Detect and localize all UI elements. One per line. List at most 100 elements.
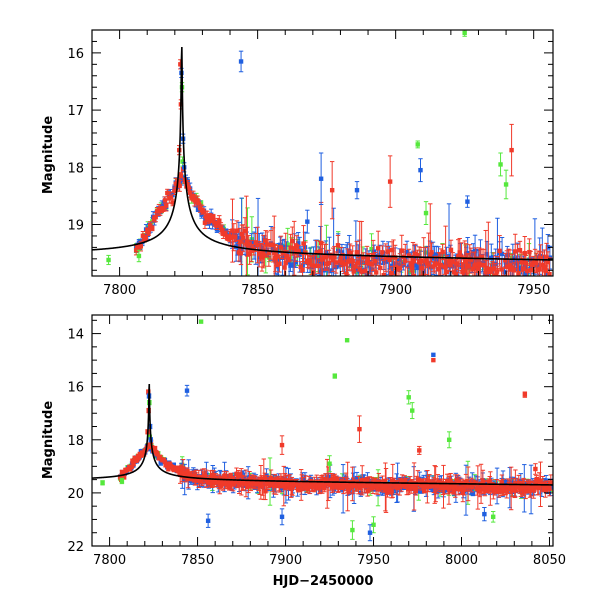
- top-panel-points: [106, 30, 553, 276]
- data-point-red: [411, 462, 417, 511]
- data-point-red: [155, 452, 160, 457]
- data-point-red: [483, 229, 488, 276]
- data-point-red: [547, 257, 552, 276]
- x-tick-label: 7950: [357, 553, 390, 568]
- data-point-red: [494, 256, 500, 276]
- data-point-green: [100, 480, 105, 486]
- bottom-panel-model-curve: [92, 383, 553, 486]
- data-point-red: [513, 233, 518, 270]
- data-point-red: [148, 442, 153, 447]
- data-point-red: [425, 469, 430, 504]
- y-tick-label: 20: [67, 487, 84, 502]
- top-panel: 7800 7850 7900 7950 16 17 18 19 Magnitude: [41, 29, 554, 298]
- bottom-panel: 7800 7850 7900 7950 8000 8050 14 16 18 20 22 Magn…: [41, 314, 566, 589]
- top-panel-ticks: [91, 29, 553, 276]
- y-tick-label: 22: [67, 540, 84, 555]
- data-point-outlier-red: [522, 391, 528, 398]
- x-tick-label: 8050: [533, 553, 566, 568]
- data-point-outlier-blue: [367, 524, 373, 542]
- data-point-red: [405, 266, 410, 276]
- data-point-red: [388, 265, 394, 276]
- data-point-red: [399, 234, 404, 267]
- data-point-outlier-red: [431, 357, 436, 363]
- data-point-outlier-red: [329, 161, 335, 220]
- data-point-blue: [239, 197, 244, 276]
- data-point-outlier-blue: [418, 158, 423, 183]
- data-point-green: [119, 477, 125, 485]
- data-point-red: [390, 463, 395, 498]
- data-point-red: [150, 225, 155, 232]
- data-point-outlier-green: [332, 373, 338, 379]
- data-point-outlier-green: [503, 169, 509, 200]
- x-tick-label: 7950: [517, 283, 550, 298]
- data-point-outlier-blue: [279, 508, 285, 526]
- data-point-outlier-green: [423, 201, 429, 226]
- data-point-red: [261, 234, 266, 269]
- y-tick-label: 16: [67, 381, 84, 396]
- data-point-outlier-blue: [354, 181, 360, 200]
- data-point-red: [300, 253, 305, 276]
- data-point-outlier-blue: [431, 352, 436, 358]
- top-panel-y-tick-labels: 16 17 18 19: [67, 47, 84, 234]
- y-tick-label: 17: [67, 104, 84, 119]
- top-panel-model-curve: [92, 47, 553, 261]
- data-point-red: [500, 268, 506, 276]
- data-point-green: [136, 249, 142, 263]
- data-point-red: [528, 250, 533, 276]
- x-tick-label: 7900: [379, 283, 412, 298]
- data-point-red: [121, 475, 127, 480]
- data-point-red: [515, 243, 520, 276]
- data-point-outlier-green: [415, 140, 420, 149]
- data-point-outlier-green: [406, 390, 411, 405]
- data-point-red: [463, 243, 469, 276]
- data-point-outlier-green: [446, 431, 452, 449]
- data-point-red: [375, 230, 381, 266]
- data-point-outlier-blue: [465, 195, 470, 208]
- data-point-green: [106, 254, 111, 266]
- data-point-red: [475, 465, 481, 510]
- x-tick-label: 7850: [181, 553, 214, 568]
- data-point-outlier-blue: [318, 152, 324, 205]
- x-tick-label: 7800: [93, 553, 126, 568]
- data-point-outlier-green: [490, 510, 496, 523]
- bottom-panel-ticks: [91, 315, 553, 547]
- y-tick-label: 16: [67, 47, 84, 62]
- data-point-red: [201, 208, 206, 215]
- x-tick-label: 8000: [445, 553, 478, 568]
- bottom-panel-frame: [91, 314, 554, 547]
- data-point-red: [152, 445, 158, 452]
- x-tick-label: 7850: [241, 283, 274, 298]
- data-point-red: [238, 241, 244, 266]
- data-point-outlier-red: [533, 463, 538, 475]
- data-point-outlier-blue: [184, 384, 190, 397]
- data-point-outlier-red: [357, 415, 362, 443]
- data-point-red: [497, 235, 502, 267]
- data-point-red: [170, 198, 175, 207]
- data-point-outlier-blue: [238, 50, 244, 73]
- data-point-red: [292, 220, 297, 276]
- data-point-outlier-green: [498, 152, 503, 177]
- bottom-panel-points: [100, 319, 553, 542]
- data-point-red: [383, 243, 388, 273]
- data-point-red: [178, 172, 184, 179]
- data-point-outlier-blue: [482, 507, 487, 522]
- y-tick-label: 18: [67, 161, 84, 176]
- data-point-outlier-green: [350, 520, 355, 540]
- data-point-red: [362, 263, 368, 276]
- data-point-outlier-red: [279, 435, 285, 455]
- data-point-outlier-blue: [205, 513, 211, 528]
- data-point-red: [249, 239, 254, 263]
- data-point-outlier-green: [410, 402, 415, 420]
- bottom-panel-x-axis-label: HJD−2450000: [273, 574, 374, 589]
- data-point-red: [230, 198, 235, 263]
- data-point-red: [244, 195, 249, 276]
- data-point-red: [296, 244, 301, 258]
- data-point-outlier-red: [387, 155, 393, 208]
- data-point-red: [443, 225, 448, 276]
- data-point-red: [361, 252, 366, 263]
- data-point-outlier-red: [509, 123, 514, 177]
- data-point-red: [283, 232, 288, 276]
- data-point-red: [359, 220, 364, 276]
- y-tick-label: 14: [67, 328, 84, 343]
